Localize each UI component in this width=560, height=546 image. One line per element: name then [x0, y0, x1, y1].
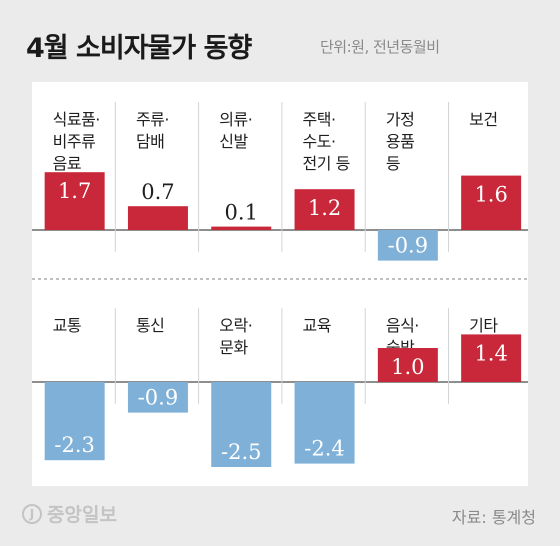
category-label: 담배 — [136, 132, 164, 151]
bar — [377, 348, 438, 382]
category-label: 교육 — [303, 316, 331, 335]
bar — [377, 230, 438, 261]
category-label: 기타 — [469, 316, 498, 335]
bar — [461, 334, 522, 382]
category-label: 의류· — [219, 110, 252, 129]
data-label: -2.4 — [304, 437, 345, 461]
data-label: -0.9 — [388, 234, 429, 258]
bar — [294, 382, 355, 464]
category-label: 주류· — [136, 110, 169, 129]
bar — [127, 206, 188, 230]
category-label: 보건 — [469, 110, 497, 129]
logo-text: 중앙일보 — [47, 504, 117, 526]
category-label: 주택· — [303, 110, 336, 129]
bar-group: 의류· 신발 0.1 — [198, 102, 272, 252]
category-label: 오락· — [219, 316, 252, 335]
bar — [211, 382, 272, 467]
category-label: 교통 — [53, 316, 81, 335]
data-label: -2.3 — [54, 433, 95, 457]
logo-mark-icon: J — [22, 503, 42, 524]
category-label: 신발 — [219, 132, 248, 151]
bar — [127, 382, 188, 413]
publisher-logo: J 중앙일보 — [22, 500, 117, 527]
bar — [44, 172, 105, 230]
category-label: 비주류 — [53, 132, 96, 151]
bar-group: 음식·숙박1.0 — [364, 308, 438, 404]
data-label: -0.9 — [138, 386, 179, 410]
category-label: 음료 — [53, 154, 81, 173]
bar — [44, 382, 105, 461]
category-label: 수도· — [303, 132, 336, 151]
unit-note: 단위:원, 전년동월비 — [320, 38, 440, 56]
data-label: 1.2 — [308, 196, 341, 220]
bar — [294, 189, 355, 230]
category-label: 등 — [386, 154, 400, 173]
category-label: 식료품· — [53, 110, 100, 129]
category-label: 가정 — [386, 110, 414, 129]
bar-group: 통신 -0.9 — [114, 308, 188, 413]
bar — [461, 175, 522, 230]
bar-group: 교육 -2.4 — [281, 308, 355, 464]
data-label: 1.7 — [58, 179, 91, 203]
category-label: 통신 — [136, 316, 164, 335]
bar-group: 기타 1.4 — [448, 308, 522, 404]
data-label: 0.7 — [141, 180, 174, 204]
chart-title: 4월 소비자물가 동향 — [26, 33, 252, 64]
bar — [211, 226, 272, 230]
data-label: 1.6 — [474, 183, 507, 207]
data-label: 1.4 — [474, 341, 507, 365]
category-label: 음식· — [386, 316, 419, 335]
bar-group: 주류· 담배 0.7 — [114, 102, 188, 252]
source-note: 자료: 통계청 — [451, 508, 536, 527]
bar-group: 주택· 수도· 전기 등 1.2 — [281, 102, 355, 252]
category-label: 문화 — [219, 338, 248, 357]
bar-group: 오락· 문화 -2.5 — [198, 308, 272, 467]
data-label: -2.5 — [221, 440, 262, 464]
category-label: 용품 — [386, 132, 414, 151]
bar-group: 교통 -2.3 — [44, 316, 105, 461]
data-label: 0.1 — [225, 201, 258, 225]
bar-group: 보건 1.6 — [448, 102, 522, 252]
category-label: 전기 등 — [303, 154, 350, 173]
data-label: 1.0 — [391, 355, 424, 379]
